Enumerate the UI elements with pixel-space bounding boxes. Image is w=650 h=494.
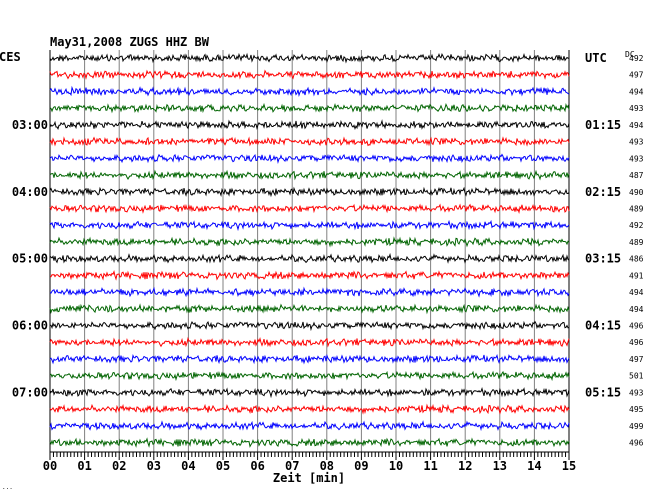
x-tick-label: 08 — [320, 459, 334, 473]
trace-row-14 — [49, 286, 570, 298]
dc-offset-label: 496 — [629, 338, 644, 347]
dc-offset-label: 496 — [629, 322, 644, 331]
left-hour-label: 03:00 — [12, 118, 48, 132]
trace-row-19 — [49, 370, 570, 382]
dc-offset-label: 490 — [629, 188, 644, 197]
x-tick-label: 13 — [493, 459, 507, 473]
left-hour-label: 04:00 — [12, 185, 48, 199]
x-tick-label: 00 — [43, 459, 57, 473]
trace-row-5 — [49, 136, 570, 147]
x-tick-label: 15 — [562, 459, 576, 473]
dc-offset-label: 489 — [629, 238, 644, 247]
trace-row-17 — [49, 336, 570, 348]
dc-offset-label: 489 — [629, 204, 644, 213]
left-hour-label: 07:00 — [12, 385, 48, 399]
dc-offset-label: 493 — [629, 388, 644, 397]
dc-header: DC — [625, 50, 635, 59]
x-tick-label: 06 — [250, 459, 264, 473]
dc-offset-label: 493 — [629, 138, 644, 147]
left-hour-labels: 03:00 04:00 05:00 06:00 07:00 — [12, 118, 48, 400]
trace-row-15 — [49, 303, 570, 315]
trace-row-9 — [49, 203, 570, 214]
x-tick-label: 10 — [389, 459, 403, 473]
trace-row-8 — [49, 186, 570, 198]
left-timezone-label: CES — [0, 50, 21, 64]
trace-row-18 — [49, 353, 570, 365]
right-hour-labels: UTC 01:15 02:15 03:15 04:15 05:15 — [585, 51, 621, 399]
x-tick-label: 03 — [147, 459, 161, 473]
x-tick-label: 02 — [112, 459, 126, 473]
trace-row-16 — [49, 320, 570, 332]
right-hour-label: 05:15 — [585, 385, 621, 399]
dc-offset-label: 495 — [629, 405, 644, 414]
dc-offset-label: 494 — [629, 87, 644, 96]
trace-row-13 — [49, 270, 570, 281]
trace-row-3 — [49, 102, 570, 114]
right-hour-label: 02:15 — [585, 185, 621, 199]
trace-row-20 — [49, 387, 570, 399]
right-hour-label: 03:15 — [585, 252, 621, 266]
dc-offset-label: 491 — [629, 271, 644, 280]
x-tick-label: 05 — [216, 459, 230, 473]
x-tick-label: 07 — [285, 459, 299, 473]
trace-row-11 — [49, 236, 570, 248]
left-hour-label: 05:00 — [12, 252, 48, 266]
trace-row-10 — [49, 219, 570, 232]
trace-row-4 — [49, 119, 570, 131]
seismic-traces — [49, 52, 570, 448]
trace-row-1 — [49, 69, 570, 80]
dc-offset-label: 497 — [629, 71, 644, 80]
dc-offset-label: 494 — [629, 121, 644, 130]
left-hour-label: 06:00 — [12, 319, 48, 333]
trace-row-22 — [49, 420, 570, 432]
x-tick-label: 14 — [527, 459, 541, 473]
x-tick-label: 04 — [181, 459, 195, 473]
dc-offset-label: 492 — [629, 221, 644, 230]
x-axis-label: Zeit [min] — [273, 471, 345, 485]
dc-offset-label: 494 — [629, 288, 644, 297]
right-hour-label: 04:15 — [585, 319, 621, 333]
dc-offset-label: 493 — [629, 154, 644, 163]
trace-row-2 — [49, 85, 570, 98]
trace-row-7 — [49, 169, 570, 181]
dc-offset-label: 501 — [629, 372, 644, 381]
dc-offset-label: 499 — [629, 422, 644, 431]
trace-row-6 — [49, 153, 570, 164]
x-axis: 00 01 02 03 04 05 06 07 08 09 10 11 12 13 14 15 — [43, 451, 576, 473]
x-tick-label: 09 — [354, 459, 368, 473]
dc-offset-label: 487 — [629, 171, 644, 180]
dc-offset-label: 496 — [629, 439, 644, 448]
dc-offset-label: 497 — [629, 355, 644, 364]
x-tick-label: 12 — [458, 459, 472, 473]
chart-title: May31,2008 ZUGS HHZ BW — [50, 35, 210, 49]
x-tick-label: 11 — [423, 459, 437, 473]
trace-row-23 — [49, 437, 570, 448]
dc-offset-label: 486 — [629, 255, 644, 264]
right-hour-label: 01:15 — [585, 118, 621, 132]
x-tick-label: 01 — [77, 459, 91, 473]
corner-mark: ... — [2, 484, 13, 491]
dc-offset-labels: 492 497 494 493 494 493 493 487 490 489 492 489 486 4… — [629, 54, 644, 448]
right-hour-label: UTC — [585, 51, 607, 65]
dc-offset-label: 493 — [629, 104, 644, 113]
trace-row-21 — [49, 403, 570, 415]
dc-offset-label: 492 — [629, 54, 644, 63]
dc-offset-label: 494 — [629, 305, 644, 314]
trace-row-0 — [49, 52, 570, 64]
trace-row-12 — [49, 252, 570, 264]
time-gridlines — [49, 50, 570, 452]
